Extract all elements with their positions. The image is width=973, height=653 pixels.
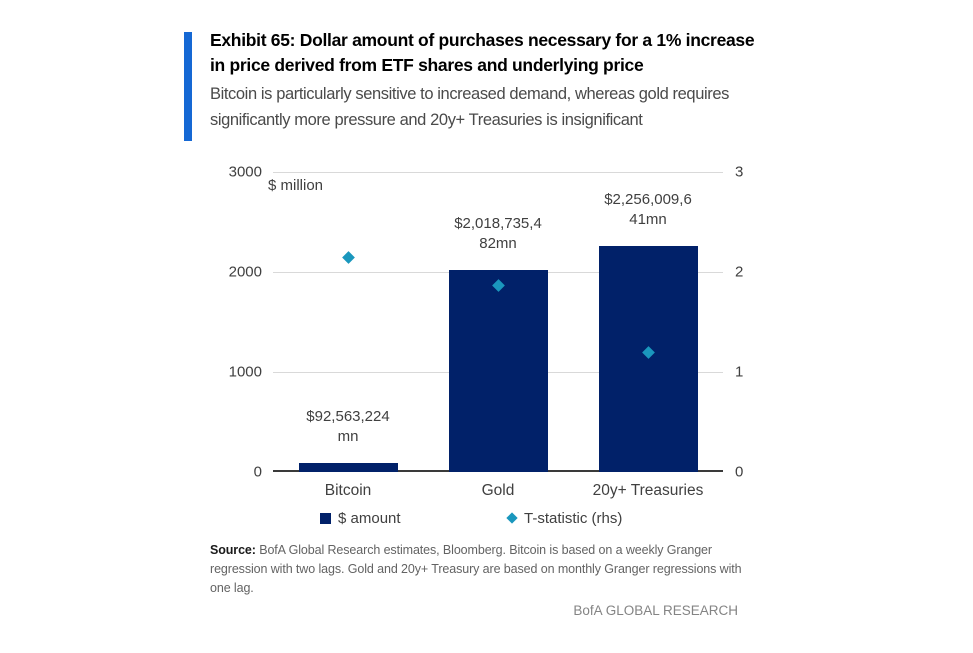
bar-value-label-bitcoin: $92,563,224 mn <box>273 407 423 447</box>
tick-label-right-3: 3 <box>735 163 744 181</box>
tick-label-left-1000: 1000 <box>228 363 262 381</box>
tick-label-left-2000: 2000 <box>228 263 262 281</box>
legend-item-t-statistic: T-statistic (rhs) <box>506 508 623 528</box>
bar-bitcoin <box>298 462 398 472</box>
brand-footer: BofA GLOBAL RESEARCH <box>573 603 738 618</box>
tick-label-right-2: 2 <box>735 263 744 281</box>
bar-value-label-line1: $92,563,224 <box>306 407 390 425</box>
gridline-3000 <box>273 172 723 173</box>
plot-area: $92,563,224 mn $2,018,735,4 82mn $2,256,009,… <box>273 172 723 472</box>
tick-label-right-0: 0 <box>735 463 744 481</box>
tick-label-right-1: 1 <box>735 363 744 381</box>
category-label-gold: Gold <box>481 482 515 499</box>
header: Exhibit 65: Dollar amount of purchases n… <box>210 28 760 133</box>
category-axis: Bitcoin Gold 20y+ Treasuries <box>273 482 723 504</box>
diamond-series-swatch-icon <box>506 512 518 524</box>
title-accent-bar <box>184 32 192 141</box>
exhibit-subtitle: Bitcoin is particularly sensitive to inc… <box>210 85 729 129</box>
category-label-20y-treasuries: 20y+ Treasuries <box>592 482 704 499</box>
legend-item-dollar-amount: $ amount <box>320 508 401 528</box>
right-axis-ticks: 3 2 1 0 <box>735 164 765 481</box>
legend-label-t-statistic: T-statistic (rhs) <box>524 509 623 527</box>
tick-label-left-3000: 3000 <box>228 163 262 181</box>
bar-value-label-line1: $2,018,735,4 <box>454 215 542 233</box>
bar-value-label-20y-treasuries: $2,256,009,6 41mn <box>573 190 723 230</box>
legend-label-dollar-amount: $ amount <box>338 509 401 527</box>
source-note: Source: BofA Global Research estimates, … <box>210 541 745 598</box>
tick-label-left-0: 0 <box>253 463 262 481</box>
bar-value-label-line2: 82mn <box>479 235 517 253</box>
bar-gold <box>448 270 548 472</box>
left-axis-ticks: 3000 2000 1000 0 <box>216 164 262 481</box>
source-label: Source: <box>210 543 256 557</box>
bar-value-label-line1: $2,256,009,6 <box>604 191 692 209</box>
bar-value-label-gold: $2,018,735,4 82mn <box>423 214 573 254</box>
t-statistic-marker-bitcoin <box>341 250 355 264</box>
source-text: BofA Global Research estimates, Bloomber… <box>210 543 742 595</box>
bar-value-label-line2: 41mn <box>629 211 667 229</box>
category-label-bitcoin: Bitcoin <box>324 482 372 499</box>
bar-value-label-line2: mn <box>337 427 359 445</box>
bar-series-swatch-icon <box>320 512 331 524</box>
bar-20y-treasuries <box>598 246 698 472</box>
y-axis-unit-label: $ million <box>268 177 324 194</box>
exhibit-title: Exhibit 65: Dollar amount of purchases n… <box>210 30 755 75</box>
